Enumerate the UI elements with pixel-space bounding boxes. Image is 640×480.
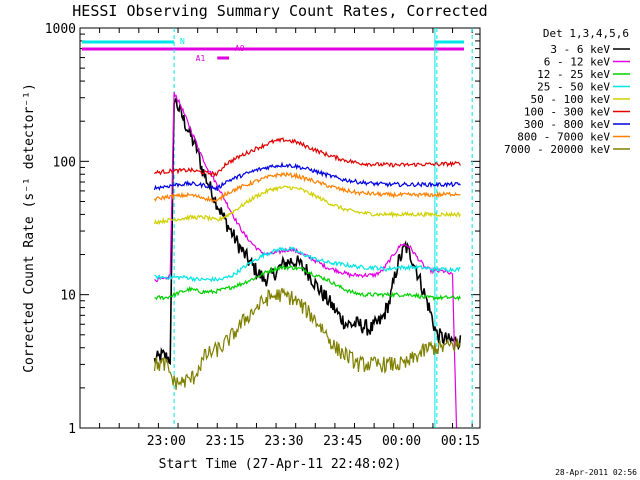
plot-area: 1 10 100 1000 23:00 23:15 23:30 23:45 00:00 00:15… (45, 22, 481, 449)
legend-label: 100 - 300 keV (524, 106, 610, 119)
x-axis-label: Start Time (27-Apr-11 22:48:02) (159, 457, 402, 472)
series-line-25-50-kev (154, 246, 461, 283)
marker-a0-label: A0 (235, 44, 245, 53)
series-line-50-100-kev (153, 185, 461, 226)
legend-label: 7000 - 20000 keV (504, 143, 610, 156)
chart-title: HESSI Observing Summary Count Rates, Cor… (72, 2, 487, 20)
x-tick-label: 23:30 (264, 434, 303, 449)
series-line-300-800-kev (153, 161, 461, 191)
plot-frame (79, 27, 481, 429)
legend-title: Det 1,3,4,5,6 (543, 27, 629, 40)
marker-n-label: N (180, 37, 185, 46)
legend-label: 6 - 12 keV (544, 56, 611, 69)
marker-a1-label: A1 (196, 54, 206, 63)
x-tick-label: 00:00 (382, 434, 421, 449)
series-line-3-6-kev (153, 95, 462, 366)
series-line-7000-20000-kev (153, 287, 461, 390)
legend-label: 25 - 50 keV (537, 81, 610, 94)
series-line-800-7000-kev (153, 171, 461, 204)
series-line-100-300-kev (154, 137, 461, 178)
legend-label: 800 - 7000 keV (517, 131, 610, 144)
x-tick-label: 00:15 (441, 434, 480, 449)
y-tick-label: 1000 (45, 22, 76, 37)
y-tick-label: 1 (68, 422, 76, 437)
legend-label: 50 - 100 keV (531, 93, 611, 106)
legend-label: 3 - 6 keV (550, 43, 610, 56)
y-tick-label: 10 (60, 289, 76, 304)
legend-label: 300 - 800 keV (524, 118, 610, 131)
x-tick-label: 23:45 (323, 434, 362, 449)
y-tick-label: 100 (53, 155, 76, 170)
series-line-12-25-kev (154, 264, 461, 302)
x-tick-label: 23:00 (147, 434, 186, 449)
series-line-6-12-kev (154, 92, 458, 428)
x-tick-label: 23:15 (206, 434, 245, 449)
y-axis-label: Corrected Count Rate (s⁻¹ detector⁻¹) (22, 83, 37, 373)
timestamp: 28-Apr-2011 02:56 (555, 468, 637, 477)
legend-label: 12 - 25 keV (537, 68, 610, 81)
